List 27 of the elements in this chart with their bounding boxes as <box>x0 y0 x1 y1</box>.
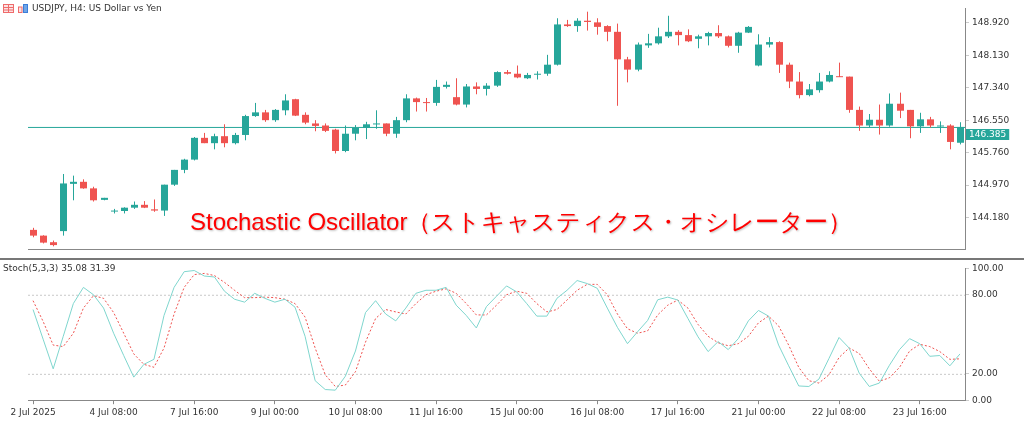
x-tick-label: 16 Jul 08:00 <box>570 406 625 417</box>
x-tick-label: 21 Jul 00:00 <box>731 406 786 417</box>
x-tick-label: 10 Jul 08:00 <box>328 406 383 417</box>
x-tick-label: 4 Jul 08:00 <box>89 406 139 417</box>
y-tick-label: 145.760 <box>972 146 1010 157</box>
y-tick-label: 147.340 <box>972 82 1010 93</box>
x-tick-label: 11 Jul 16:00 <box>409 406 464 417</box>
y-tick-label: 144.180 <box>972 211 1010 222</box>
chart-title: Stoch(5,3,3) 35.08 31.39 <box>3 263 116 273</box>
x-tick-label: 23 Jul 16:00 <box>892 406 947 417</box>
x-tick-label: 2 Jul 2025 <box>10 406 56 417</box>
y-tick-label: 100.00 <box>972 262 1004 273</box>
x-tick-label: 7 Jul 16:00 <box>170 406 219 417</box>
ref-line-label: 146.385 <box>969 129 1007 140</box>
x-tick-label: 22 Jul 08:00 <box>812 406 867 417</box>
x-tick-label: 15 Jul 00:00 <box>489 406 544 417</box>
y-tick-label: 146.550 <box>972 114 1010 125</box>
y-tick-label: 148.130 <box>972 49 1010 60</box>
chart-title: USDJPY, H4: US Dollar vs Yen <box>32 3 162 13</box>
y-tick-label: 80.00 <box>972 289 999 300</box>
x-tick-label: 9 Jul 00:00 <box>250 406 300 417</box>
annotation: Stochastic Oscillator（ストキャスティクス・オシレーター） <box>190 207 853 237</box>
y-tick-label: 0.00 <box>972 394 993 405</box>
y-tick-label: 144.970 <box>972 179 1010 190</box>
y-tick-label: 148.920 <box>972 17 1010 28</box>
y-tick-label: 20.00 <box>972 368 999 379</box>
x-tick-label: 17 Jul 16:00 <box>650 406 706 417</box>
